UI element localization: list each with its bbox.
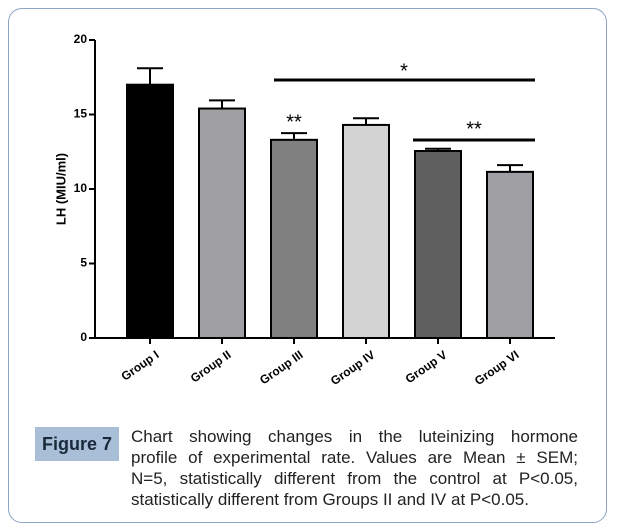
y-tick-label: 0 — [80, 330, 87, 344]
significance-label: ** — [286, 111, 302, 133]
bar — [342, 123, 390, 340]
caption-line: Chart showing changes in the luteinizing… — [131, 427, 578, 446]
caption: Chart showing changes in the luteinizing… — [131, 426, 578, 510]
y-tick-label: 10 — [74, 181, 88, 195]
y-tick-label: 15 — [74, 107, 88, 121]
caption-line: statistically different from Groups II a… — [131, 490, 529, 509]
frame — [8, 8, 607, 523]
y-tick-label: 20 — [74, 32, 88, 46]
bar — [414, 150, 462, 339]
x-tick-label: Group I — [119, 348, 162, 384]
bar — [198, 107, 246, 340]
x-tick-label: Group II — [188, 348, 234, 386]
x-tick-label: Group IV — [328, 348, 378, 389]
x-tick-label: Group III — [257, 348, 305, 388]
chart: LH (MIU/ml) 0 5 10 15 20 Group I Group II Group… — [53, 32, 555, 389]
bar — [270, 138, 318, 339]
caption-line: profile of experimental rate. Values are… — [131, 448, 578, 467]
caption-line: N=5, statistically different from the co… — [131, 469, 578, 488]
bar — [126, 83, 174, 339]
x-tick-label: Group V — [403, 348, 450, 387]
bar — [486, 170, 534, 339]
significance-label: * — [400, 60, 408, 82]
y-axis-label: LH (MIU/ml) — [53, 153, 68, 225]
significance-label: ** — [466, 118, 482, 140]
y-tick-label: 5 — [80, 256, 87, 270]
x-tick-label: Group VI — [472, 348, 522, 389]
figure-label: Figure 7 — [35, 427, 119, 461]
